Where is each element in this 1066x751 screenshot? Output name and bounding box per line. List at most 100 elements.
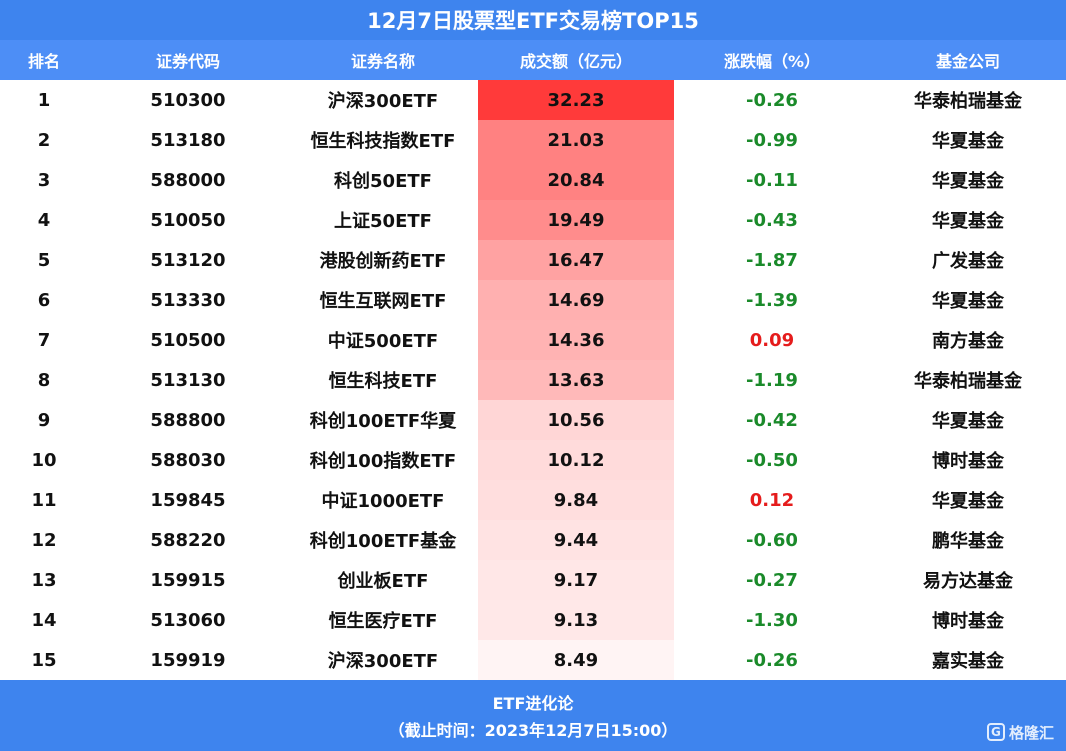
cell-company: 华夏基金	[932, 211, 1004, 232]
cell-code: 588800	[150, 409, 226, 431]
cell-amount: 16.47	[547, 249, 605, 271]
cell-rank: 12	[31, 529, 57, 551]
cell-change: -1.30	[746, 609, 798, 631]
cell-company: 华夏基金	[932, 291, 1004, 312]
header-amount: 成交额（亿元）	[519, 52, 632, 71]
table-row: 14 513060 恒生医疗ETF 9.13 -1.30 博时基金	[0, 600, 1066, 640]
cell-rank: 4	[37, 209, 51, 231]
header-rank: 排名	[27, 52, 60, 71]
table-row: 4 510050 上证50ETF 19.49 -0.43 华夏基金	[0, 200, 1066, 240]
cell-rank: 9	[37, 409, 51, 431]
cell-code: 513060	[150, 609, 226, 631]
cell-code: 513130	[150, 369, 226, 391]
cell-company: 南方基金	[932, 331, 1004, 352]
cell-company: 华夏基金	[932, 171, 1004, 192]
cell-name: 创业板ETF	[337, 571, 429, 592]
cell-code: 510300	[150, 89, 226, 111]
cell-code: 588220	[150, 529, 226, 551]
cell-company: 易方达基金	[923, 571, 1013, 592]
header-change: 涨跌幅（%）	[723, 52, 821, 71]
header-name: 证券名称	[350, 52, 415, 71]
cell-code: 159845	[150, 489, 226, 511]
cell-rank: 5	[37, 249, 51, 271]
cell-rank: 11	[31, 489, 57, 511]
heat-cell	[478, 80, 674, 120]
cell-code: 513180	[150, 129, 226, 151]
table-row: 5 513120 港股创新药ETF 16.47 -1.87 广发基金	[0, 240, 1066, 280]
table-row: 1 510300 沪深300ETF 32.23 -0.26 华泰柏瑞基金	[0, 80, 1066, 120]
table-row: 15 159919 沪深300ETF 8.49 -0.26 嘉实基金	[0, 640, 1066, 680]
heat-cell	[478, 320, 674, 360]
cell-rank: 8	[37, 369, 51, 391]
cell-amount: 9.13	[553, 609, 599, 631]
cell-change: 0.12	[749, 489, 795, 511]
header-company: 基金公司	[935, 52, 1000, 71]
cell-rank: 14	[31, 609, 57, 631]
logo-text: 格隆汇	[1008, 723, 1054, 742]
cell-name: 恒生科技指数ETF	[310, 131, 456, 152]
cell-change: -0.99	[746, 129, 798, 151]
cell-company: 华夏基金	[932, 491, 1004, 512]
cell-change: -0.43	[746, 209, 798, 231]
cell-name: 科创100指数ETF	[309, 451, 457, 472]
heat-cell	[478, 440, 674, 480]
cell-company: 华夏基金	[932, 131, 1004, 152]
table-row: 13 159915 创业板ETF 9.17 -0.27 易方达基金	[0, 560, 1066, 600]
heat-cell	[478, 400, 674, 440]
cell-code: 510500	[150, 329, 226, 351]
cell-rank: 13	[31, 569, 57, 591]
cell-name: 恒生互联网ETF	[319, 291, 447, 312]
cell-code: 588030	[150, 449, 226, 471]
cell-amount: 19.49	[547, 209, 605, 231]
cell-rank: 3	[37, 169, 51, 191]
cell-amount: 10.12	[547, 449, 605, 471]
cell-name: 中证500ETF	[327, 331, 439, 352]
cell-rank: 6	[37, 289, 51, 311]
cell-change: -0.26	[746, 89, 798, 111]
footer: ETF进化论 （截止时间：2023年12月7日15:00） G 格隆汇	[0, 680, 1066, 751]
cell-name: 沪深300ETF	[327, 651, 439, 672]
cell-code: 159915	[150, 569, 226, 591]
table-title: 12月7日股票型ETF交易榜TOP15	[0, 0, 1066, 40]
heat-cell	[478, 640, 674, 680]
cell-amount: 9.84	[553, 489, 599, 511]
cell-company: 华夏基金	[932, 411, 1004, 432]
cell-amount: 14.36	[547, 329, 605, 351]
heat-cell	[478, 240, 674, 280]
cell-company: 华泰柏瑞基金	[914, 371, 1022, 392]
table-row: 7 510500 中证500ETF 14.36 0.09 南方基金	[0, 320, 1066, 360]
cell-code: 588000	[150, 169, 226, 191]
cell-rank: 7	[37, 329, 51, 351]
cell-change: -1.39	[746, 289, 798, 311]
heat-cell	[478, 520, 674, 560]
heat-cell	[478, 120, 674, 160]
cell-company: 华泰柏瑞基金	[914, 91, 1022, 112]
footer-source: ETF进化论	[492, 694, 574, 713]
cell-name: 港股创新药ETF	[319, 251, 447, 272]
cell-change: -0.60	[746, 529, 798, 551]
cell-company: 嘉实基金	[932, 651, 1004, 672]
cell-amount: 9.44	[553, 529, 599, 551]
heat-cell	[478, 480, 674, 520]
heat-cell	[478, 280, 674, 320]
cell-rank: 1	[37, 89, 51, 111]
cell-name: 科创100ETF基金	[309, 531, 457, 552]
table-row: 10 588030 科创100指数ETF 10.12 -0.50 博时基金	[0, 440, 1066, 480]
table-row: 11 159845 中证1000ETF 9.84 0.12 华夏基金	[0, 480, 1066, 520]
cell-amount: 20.84	[547, 169, 605, 191]
cell-amount: 10.56	[547, 409, 605, 431]
cell-change: -1.19	[746, 369, 798, 391]
cell-company: 博时基金	[932, 611, 1004, 632]
cell-name: 科创50ETF	[334, 171, 432, 192]
cell-rank: 15	[31, 649, 57, 671]
cell-change: -0.27	[746, 569, 798, 591]
table-body: 1 510300 沪深300ETF 32.23 -0.26 华泰柏瑞基金 2 513180 恒生…	[0, 80, 1066, 680]
cell-code: 510050	[150, 209, 226, 231]
cell-amount: 14.69	[547, 289, 605, 311]
cell-change: -0.26	[746, 649, 798, 671]
cell-change: -0.42	[746, 409, 798, 431]
table-row: 9 588800 科创100ETF华夏 10.56 -0.42 华夏基金	[0, 400, 1066, 440]
table-row: 3 588000 科创50ETF 20.84 -0.11 华夏基金	[0, 160, 1066, 200]
cell-name: 恒生医疗ETF	[328, 611, 438, 632]
cell-code: 159919	[150, 649, 226, 671]
